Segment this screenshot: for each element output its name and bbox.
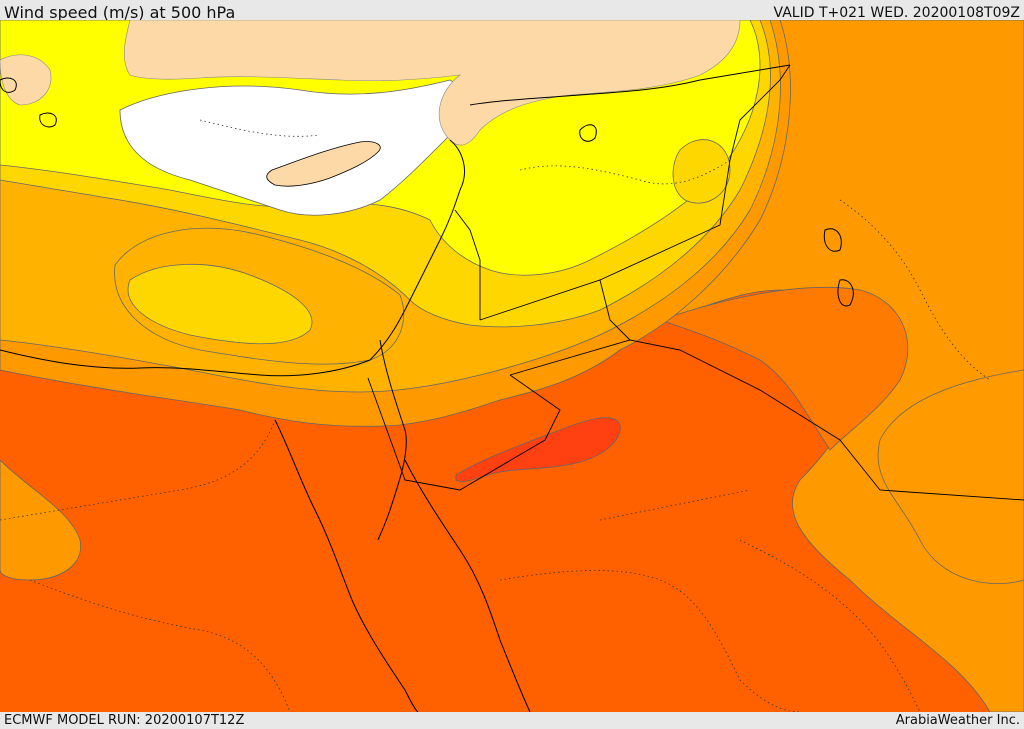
country-borders (367, 64, 1024, 501)
footer-bar: ECMWF MODEL RUN: 20200107T12Z ArabiaWeat… (0, 712, 1024, 729)
band-amber-east (877, 369, 1024, 584)
map-title: Wind speed (m/s) at 500 hPa (4, 3, 236, 22)
terrain-north (123, 20, 741, 146)
model-run: ECMWF MODEL RUN: 20200107T12Z (4, 713, 245, 728)
wind-speed-map[interactable] (0, 20, 1024, 712)
band-orange-west (0, 459, 82, 581)
credit: ArabiaWeather Inc. (895, 713, 1020, 728)
coastlines (0, 64, 791, 712)
band-gold-east-patch (672, 139, 731, 204)
terrain-west-coast (0, 54, 52, 106)
terrain-cyprus (266, 141, 381, 187)
title-bar: Wind speed (m/s) at 500 hPa VALID T+021 … (0, 0, 1024, 22)
islands (0, 77, 854, 307)
band-red-orange (455, 417, 621, 482)
band-white (119, 79, 464, 216)
band-gold-inner (127, 263, 313, 345)
map-canvas (0, 20, 1024, 712)
province-borders (0, 119, 991, 712)
valid-time: VALID T+021 WED. 20200108T09Z (773, 5, 1020, 21)
band-dark-orange-east (658, 286, 909, 451)
